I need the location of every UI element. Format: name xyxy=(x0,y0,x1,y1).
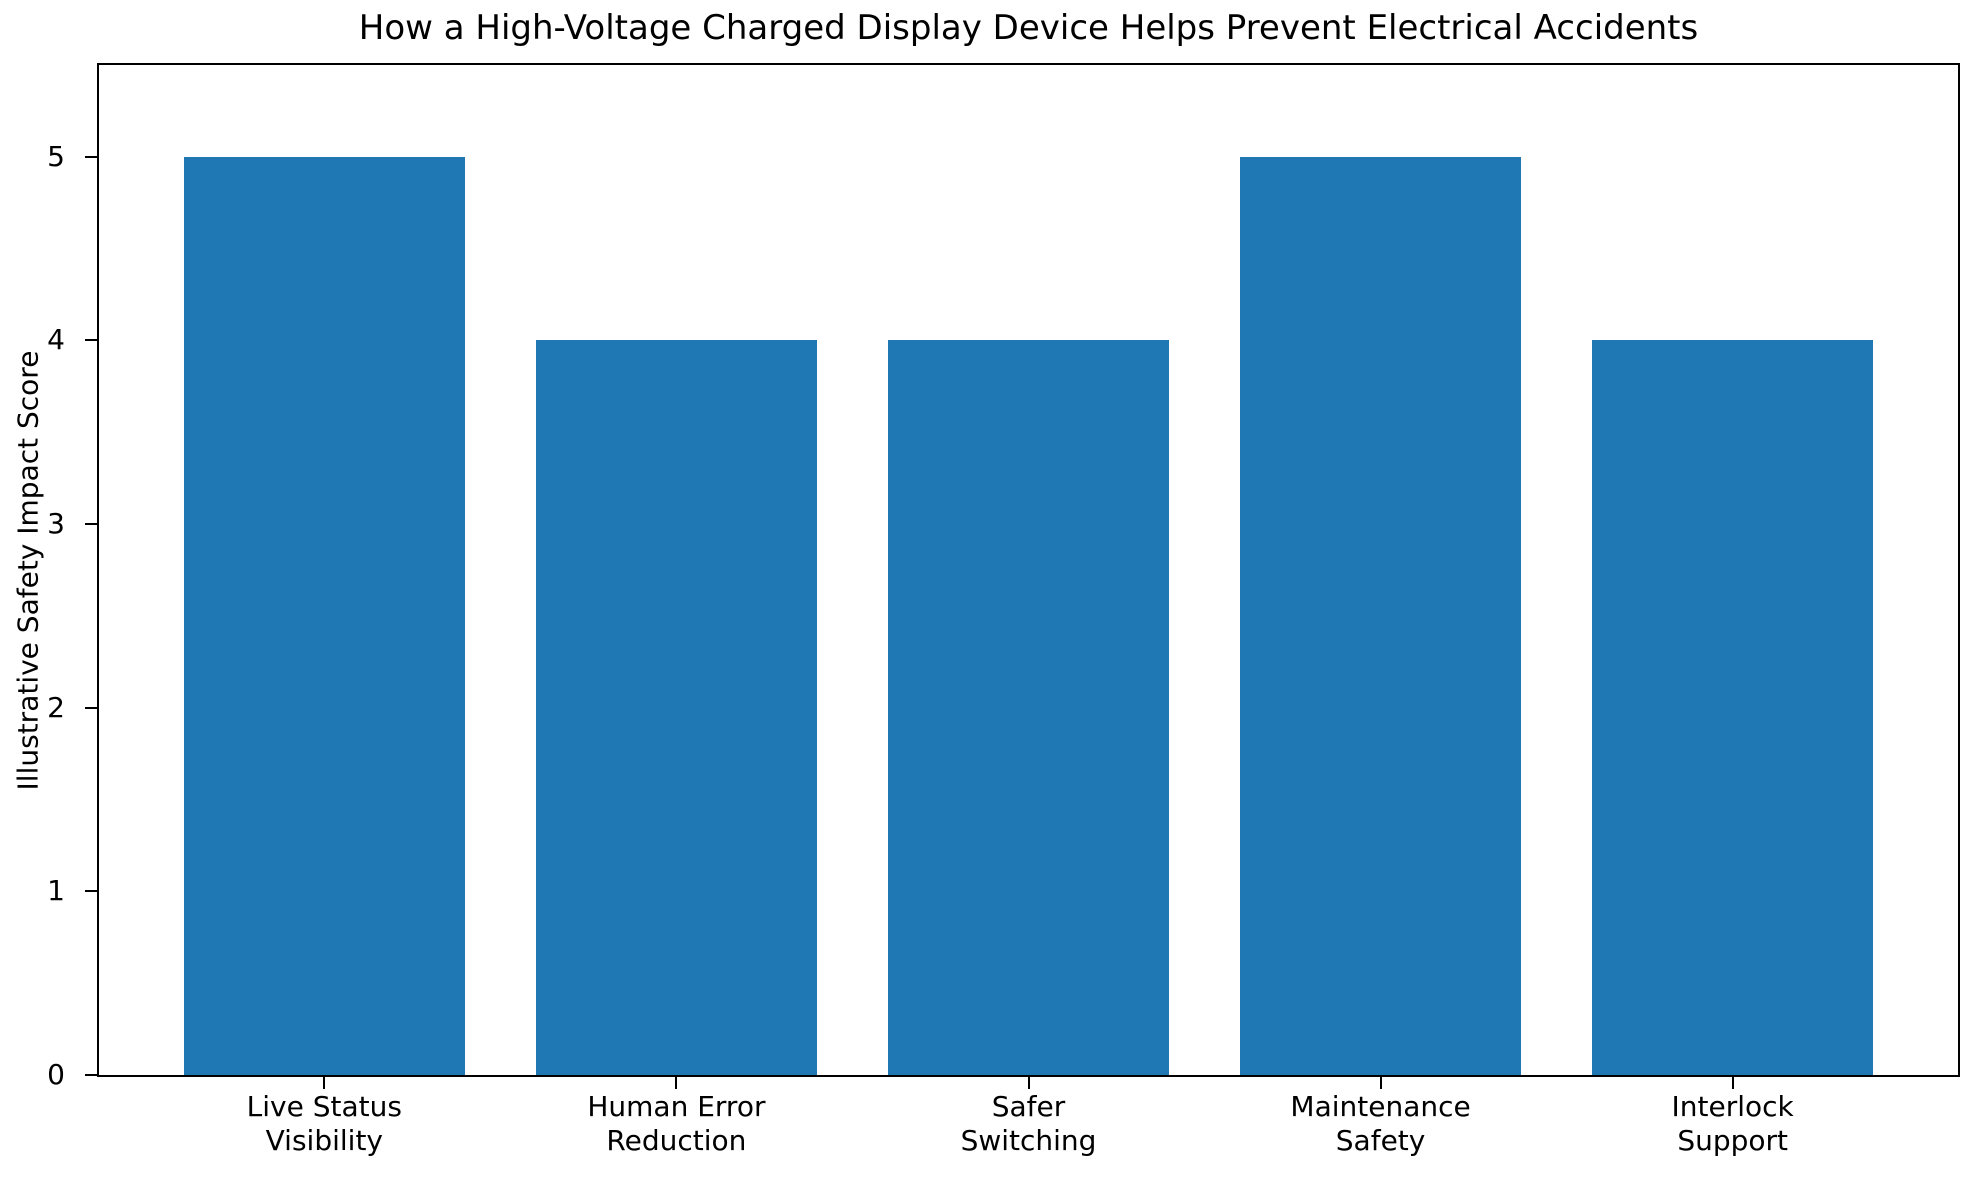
y-tick-label: 0 xyxy=(47,1058,65,1091)
x-tick-label: Maintenance Safety xyxy=(1290,1090,1471,1157)
y-axis-label: Illustrative Safety Impact Score xyxy=(6,63,50,1077)
x-tick xyxy=(323,1077,326,1089)
x-tick xyxy=(1731,1077,1734,1089)
y-tick xyxy=(85,706,97,709)
bar xyxy=(535,340,818,1075)
x-tick-label: Interlock Support xyxy=(1671,1090,1794,1157)
x-tick xyxy=(1027,1077,1030,1089)
bar xyxy=(1591,340,1874,1075)
y-tick xyxy=(85,523,97,526)
bar xyxy=(887,340,1170,1075)
x-tick-label: Live Status Visibility xyxy=(246,1090,402,1157)
y-tick xyxy=(85,339,97,342)
y-tick-label: 4 xyxy=(47,323,65,357)
y-tick-label: 2 xyxy=(47,690,65,724)
x-tick-label: Human Error Reduction xyxy=(587,1090,766,1157)
y-tick xyxy=(85,1074,97,1076)
plot-area: Live Status Visibility Human Error Reduct… xyxy=(47,63,1960,1157)
y-tick-label: 3 xyxy=(47,507,65,541)
bar xyxy=(1239,156,1522,1075)
y-tick xyxy=(85,155,97,158)
x-tick-label: Safer Switching xyxy=(960,1090,1097,1157)
y-tick xyxy=(85,890,97,893)
bar xyxy=(183,156,466,1075)
y-tick-label: 5 xyxy=(47,139,65,173)
chart-title: How a High-Voltage Charged Display Devic… xyxy=(358,8,1699,48)
x-tick xyxy=(1379,1077,1382,1089)
x-tick xyxy=(675,1077,678,1089)
y-tick-label: 1 xyxy=(47,874,65,908)
